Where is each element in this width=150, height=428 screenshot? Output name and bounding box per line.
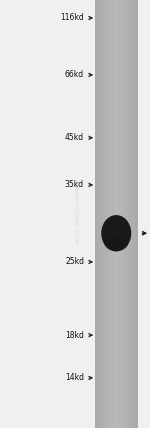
Bar [111, 0, 112, 428]
Bar [94, 0, 95, 428]
Bar [99, 0, 100, 428]
Bar [98, 0, 99, 428]
Bar [104, 0, 105, 428]
Bar [107, 0, 108, 428]
Text: 14kd: 14kd [65, 373, 84, 383]
Bar [109, 0, 110, 428]
Bar [97, 0, 98, 428]
Bar [102, 0, 103, 428]
Bar [95, 0, 96, 428]
Ellipse shape [104, 237, 128, 251]
Bar [100, 0, 101, 428]
Bar [119, 0, 120, 428]
Text: WWW.PTGABC.COM: WWW.PTGABC.COM [72, 183, 78, 245]
Bar [130, 0, 131, 428]
Bar [110, 0, 111, 428]
Bar [106, 0, 107, 428]
Ellipse shape [101, 215, 131, 252]
Bar [132, 0, 133, 428]
Bar [118, 0, 119, 428]
Text: 116kd: 116kd [60, 13, 84, 23]
Bar [115, 0, 116, 428]
Bar [112, 0, 113, 428]
Bar [127, 0, 128, 428]
Bar [123, 0, 124, 428]
Bar [137, 0, 138, 428]
Text: 35kd: 35kd [65, 180, 84, 190]
Text: 45kd: 45kd [65, 133, 84, 143]
Bar [133, 0, 134, 428]
Bar [108, 0, 109, 428]
Bar [124, 0, 125, 428]
Text: 18kd: 18kd [65, 330, 84, 340]
Bar [94, 0, 138, 428]
Bar [129, 0, 130, 428]
Text: 25kd: 25kd [65, 257, 84, 267]
Bar [128, 0, 129, 428]
Bar [125, 0, 126, 428]
Text: 66kd: 66kd [65, 70, 84, 80]
Bar [114, 0, 115, 428]
Bar [120, 0, 121, 428]
Bar [105, 0, 106, 428]
Bar [117, 0, 118, 428]
Bar [136, 0, 137, 428]
Bar [113, 0, 114, 428]
Bar [96, 0, 97, 428]
Bar [122, 0, 123, 428]
Bar [135, 0, 136, 428]
Bar [101, 0, 102, 428]
Bar [103, 0, 104, 428]
Bar [121, 0, 122, 428]
Bar [126, 0, 127, 428]
Bar [134, 0, 135, 428]
Bar [116, 0, 117, 428]
